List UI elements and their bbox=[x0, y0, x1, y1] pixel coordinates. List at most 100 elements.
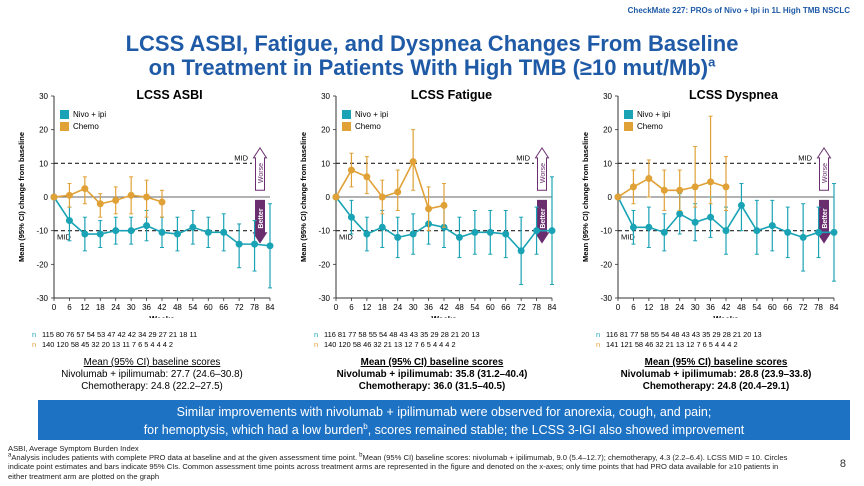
nivo-point bbox=[707, 213, 715, 221]
y-tick-label: -30 bbox=[318, 294, 330, 303]
legend-chemo-swatch bbox=[624, 121, 633, 131]
y-tick-label: 30 bbox=[39, 92, 48, 101]
y-tick-label: 10 bbox=[603, 159, 612, 168]
x-tick-label: 0 bbox=[616, 303, 621, 312]
y-tick-label: -30 bbox=[36, 294, 48, 303]
x-tick-label: 42 bbox=[440, 303, 449, 312]
nivo-point bbox=[784, 228, 792, 236]
nivo-point bbox=[158, 228, 166, 236]
better-label: Better bbox=[822, 208, 829, 229]
chemo-point bbox=[127, 191, 135, 199]
mid-label: MID bbox=[798, 153, 812, 162]
nivo-point bbox=[676, 210, 684, 218]
at-risk-nivo-row: n 115 80 76 57 54 53 47 42 42 34 29 27 2… bbox=[32, 330, 198, 339]
header-tag: CheckMate 227: PROs of Nivo + Ipi in 1L … bbox=[627, 6, 850, 15]
x-tick-label: 24 bbox=[393, 303, 402, 312]
y-axis-label: Mean (95% CI) change from baseline bbox=[299, 132, 308, 262]
nivo-point bbox=[768, 222, 776, 230]
legend-chemo-swatch bbox=[60, 121, 69, 131]
chemo-point bbox=[394, 188, 402, 196]
y-tick-label: -10 bbox=[36, 227, 48, 236]
y-tick-label: 0 bbox=[44, 193, 49, 202]
footnote-body: aAnalysis includes patients with complet… bbox=[8, 452, 788, 481]
legend: Nivo + ipi Chemo bbox=[624, 108, 670, 132]
x-tick-label: 78 bbox=[532, 303, 541, 312]
nivo-point bbox=[96, 230, 104, 238]
y-axis-label: Mean (95% CI) change from baseline bbox=[581, 132, 590, 262]
y-tick-label: 0 bbox=[608, 193, 613, 202]
baseline-scores-dyspnea: Mean (95% CI) baseline scores Nivolumab … bbox=[596, 357, 836, 393]
at-risk-chemo-row: n 140 120 58 45 32 20 13 11 7 6 5 4 4 4 … bbox=[32, 340, 174, 349]
nivo-point bbox=[486, 228, 494, 236]
nivo-point bbox=[799, 233, 807, 241]
chart-fatigue: 30 20 10 0 -10 -20 -30 0 6 12 18 24 30 36 42 48 54 60 66 72… bbox=[299, 92, 557, 318]
chemo-point bbox=[96, 200, 104, 208]
worse-arrow bbox=[252, 146, 268, 191]
nivo-point bbox=[517, 247, 525, 255]
at-risk-chemo-row: n 141 121 58 46 32 21 13 12 7 6 5 4 4 4 … bbox=[596, 340, 738, 349]
legend-chemo-swatch bbox=[342, 121, 351, 131]
nivo-point bbox=[81, 230, 89, 238]
x-axis-label: Weeks bbox=[431, 315, 457, 318]
baseline-heading: Mean (95% CI) baseline scores bbox=[360, 357, 504, 368]
y-tick-label: -10 bbox=[600, 227, 612, 236]
panel-lcss-fatigue: 30 20 10 0 -10 -20 -30 0 6 12 18 24 30 36 42 48 54 60 66 72… bbox=[284, 86, 564, 318]
nivo-point bbox=[127, 227, 135, 235]
x-tick-label: 54 bbox=[470, 303, 479, 312]
x-tick-label: 24 bbox=[675, 303, 684, 312]
x-tick-label: 36 bbox=[142, 303, 151, 312]
panel-title: LCSS Fatigue bbox=[410, 88, 493, 102]
y-tick-label: -10 bbox=[318, 227, 330, 236]
nivo-point bbox=[455, 233, 463, 241]
x-tick-label: 78 bbox=[250, 303, 259, 312]
chart-asbi: 30 20 10 0 -10 -20 -30 0 6 12 18 24 30 36 42 48 54 60 66 72… bbox=[17, 92, 275, 318]
page-number: 8 bbox=[839, 458, 846, 470]
x-tick-label: 42 bbox=[158, 303, 167, 312]
mid-label: MID bbox=[57, 233, 71, 242]
mid-label: MID bbox=[516, 153, 530, 162]
at-risk-table-fatigue: n 116 81 77 58 55 54 48 43 43 35 29 28 2… bbox=[314, 330, 480, 350]
nivo-point bbox=[173, 230, 181, 238]
worse-label: Worse bbox=[540, 163, 547, 183]
x-tick-label: 84 bbox=[266, 303, 275, 312]
nivo-point bbox=[347, 213, 355, 221]
nivo-point bbox=[629, 223, 637, 231]
x-tick-label: 60 bbox=[768, 303, 777, 312]
x-tick-label: 30 bbox=[691, 303, 700, 312]
x-tick-label: 6 bbox=[631, 303, 636, 312]
chemo-point bbox=[409, 158, 417, 166]
chemo-point bbox=[143, 193, 151, 201]
x-tick-label: 66 bbox=[501, 303, 510, 312]
title-line-2: on Treatment in Patients With High TMB (… bbox=[148, 54, 716, 80]
legend-nivo-swatch bbox=[624, 109, 633, 119]
chemo-point bbox=[629, 183, 637, 191]
at-risk-table-dyspnea: n 116 81 77 58 55 54 48 43 43 35 29 28 2… bbox=[596, 330, 762, 350]
banner-line-2: for hemoptysis, which had a low burdenb,… bbox=[143, 421, 745, 437]
x-tick-label: 54 bbox=[752, 303, 761, 312]
nivo-point bbox=[645, 223, 653, 231]
y-tick-label: -20 bbox=[600, 260, 612, 269]
x-tick-label: 78 bbox=[814, 303, 823, 312]
baseline-nivo: Nivolumab + ipilimumab: 27.7 (24.6–30.8) bbox=[61, 369, 243, 380]
x-tick-label: 72 bbox=[517, 303, 526, 312]
baseline-nivo: Nivolumab + ipilimumab: 35.8 (31.2–40.4) bbox=[336, 369, 528, 380]
x-axis-label: Weeks bbox=[149, 315, 175, 318]
chemo-point bbox=[363, 173, 371, 181]
mid-label: MID bbox=[234, 153, 248, 162]
y-tick-label: 30 bbox=[321, 92, 330, 101]
baseline-heading: Mean (95% CI) baseline scores bbox=[644, 357, 788, 368]
y-tick-label: -20 bbox=[36, 260, 48, 269]
better-label: Better bbox=[258, 208, 265, 229]
nivo-point bbox=[363, 230, 371, 238]
chemo-point bbox=[81, 185, 89, 193]
y-tick-label: -20 bbox=[318, 260, 330, 269]
nivo-point bbox=[235, 240, 243, 248]
x-tick-label: 6 bbox=[349, 303, 354, 312]
x-tick-label: 36 bbox=[424, 303, 433, 312]
x-tick-label: 72 bbox=[235, 303, 244, 312]
chemo-point bbox=[50, 193, 58, 201]
nivo-point bbox=[143, 222, 151, 230]
x-tick-label: 42 bbox=[722, 303, 731, 312]
x-tick-label: 60 bbox=[204, 303, 213, 312]
baseline-chemo: Chemotherapy: 24.8 (20.4–29.1) bbox=[642, 381, 790, 392]
